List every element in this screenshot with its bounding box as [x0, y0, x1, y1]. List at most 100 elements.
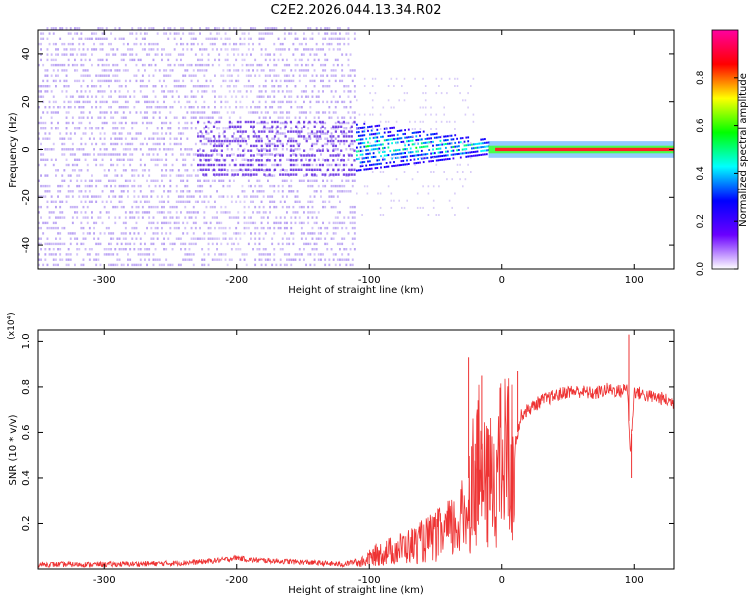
heatmap-cell [224, 48, 227, 51]
heatmap-cell [260, 95, 263, 98]
heatmap-cell [243, 37, 246, 40]
heatmap-cell [343, 221, 346, 225]
heatmap-cell [363, 145, 366, 148]
heatmap-cell [361, 134, 364, 137]
heatmap-cell [379, 149, 382, 152]
heatmap-cell [192, 237, 195, 240]
snr-line [37, 334, 675, 569]
heatmap-cell [80, 32, 83, 35]
heatmap-cell [228, 258, 231, 261]
heatmap-cell [334, 125, 337, 128]
heatmap-cell [71, 195, 74, 198]
heatmap-cell [161, 106, 163, 109]
heatmap-cell [361, 153, 364, 156]
heatmap-cell [283, 179, 286, 182]
heatmap-cell [260, 120, 263, 124]
heatmap-cell [446, 139, 449, 141]
heatmap-cell [173, 48, 176, 51]
heatmap-cell [207, 63, 210, 67]
heatmap-cell [228, 27, 231, 30]
heatmap-cell [74, 48, 76, 51]
heatmap-cell [59, 248, 62, 251]
heatmap-cell [69, 48, 72, 51]
heatmap-cell [318, 163, 322, 167]
heatmap-cell [218, 95, 221, 98]
heatmap-cell [182, 48, 185, 51]
heatmap-cell [161, 58, 163, 62]
heatmap-cell [371, 77, 374, 80]
heatmap-cell [156, 48, 159, 51]
heatmap-cell [52, 242, 55, 246]
heatmap-cell [233, 85, 235, 88]
heatmap-cell [237, 90, 240, 93]
heatmap-cell [435, 155, 438, 158]
heatmap-cell [424, 99, 427, 102]
heatmap-cell [105, 79, 108, 83]
heatmap-cell [103, 232, 106, 235]
heatmap-cell [205, 90, 208, 93]
heatmap-cell [303, 69, 305, 72]
heatmap-cell [341, 179, 344, 182]
heatmap-cell [82, 226, 85, 230]
heatmap-cell [286, 258, 288, 261]
heatmap-cell [256, 153, 259, 156]
heatmap-cell [65, 258, 68, 261]
heatmap-cell [65, 27, 68, 30]
heatmap-cell [271, 100, 274, 104]
heatmap-cell [424, 145, 427, 148]
heatmap-cell [95, 184, 98, 188]
heatmap-cell [313, 142, 316, 146]
heatmap-cell [144, 100, 146, 104]
heatmap-cell [135, 74, 138, 77]
heatmap-cell [315, 163, 318, 167]
heatmap-cell [76, 79, 79, 83]
heatmap-cell [214, 74, 216, 77]
heatmap-cell [220, 116, 223, 119]
heatmap-cell [124, 184, 127, 188]
heatmap-cell [279, 111, 282, 114]
heatmap-cell [182, 79, 185, 83]
heatmap-cell [105, 27, 108, 30]
heatmap-cell [370, 133, 373, 136]
heatmap-cell [433, 136, 436, 139]
heatmap-cell [315, 174, 318, 177]
heatmap-cell [220, 142, 223, 146]
heatmap-cell [328, 79, 331, 83]
heatmap-cell [303, 174, 305, 177]
heatmap-cell [78, 116, 81, 119]
heatmap-cell [235, 69, 238, 72]
heatmap-cell [419, 206, 422, 209]
heatmap-cell [103, 169, 106, 172]
heatmap-cell [351, 226, 354, 230]
heatmap-cell [57, 226, 59, 230]
heatmap-cell [122, 237, 125, 240]
heatmap-cell [243, 137, 246, 140]
heatmap-cell [214, 253, 216, 256]
heatmap-cell [311, 163, 314, 167]
heatmap-cell [366, 192, 369, 195]
heatmap-cell [391, 142, 393, 145]
heatmap-cell [247, 149, 250, 152]
heatmap-cell [76, 205, 79, 209]
heatmap-cell [275, 27, 278, 30]
heatmap-cell [71, 232, 74, 235]
heatmap-cell [122, 111, 125, 114]
heatmap-cell [228, 125, 231, 128]
heatmap-cell [437, 159, 440, 162]
heatmap-cell [201, 169, 204, 172]
heatmap-cell [298, 116, 301, 119]
heatmap-cell [374, 132, 377, 135]
heatmap-cell [456, 163, 459, 166]
heatmap-cell [472, 77, 475, 80]
heatmap-cell [156, 163, 159, 167]
heatmap-cell [228, 90, 231, 93]
heatmap-cell [252, 100, 254, 104]
heatmap-cell [144, 42, 146, 46]
snr-ytick-label: 0.6 [21, 424, 32, 440]
heatmap-cell [78, 79, 81, 83]
heatmap-cell [52, 163, 55, 167]
heatmap-cell [103, 174, 106, 177]
heatmap-cell [252, 144, 255, 148]
heatmap-cell [137, 58, 140, 62]
heatmap-cell [351, 221, 354, 225]
